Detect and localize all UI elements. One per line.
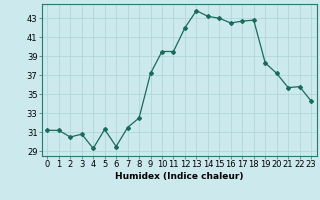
X-axis label: Humidex (Indice chaleur): Humidex (Indice chaleur) — [115, 172, 244, 181]
